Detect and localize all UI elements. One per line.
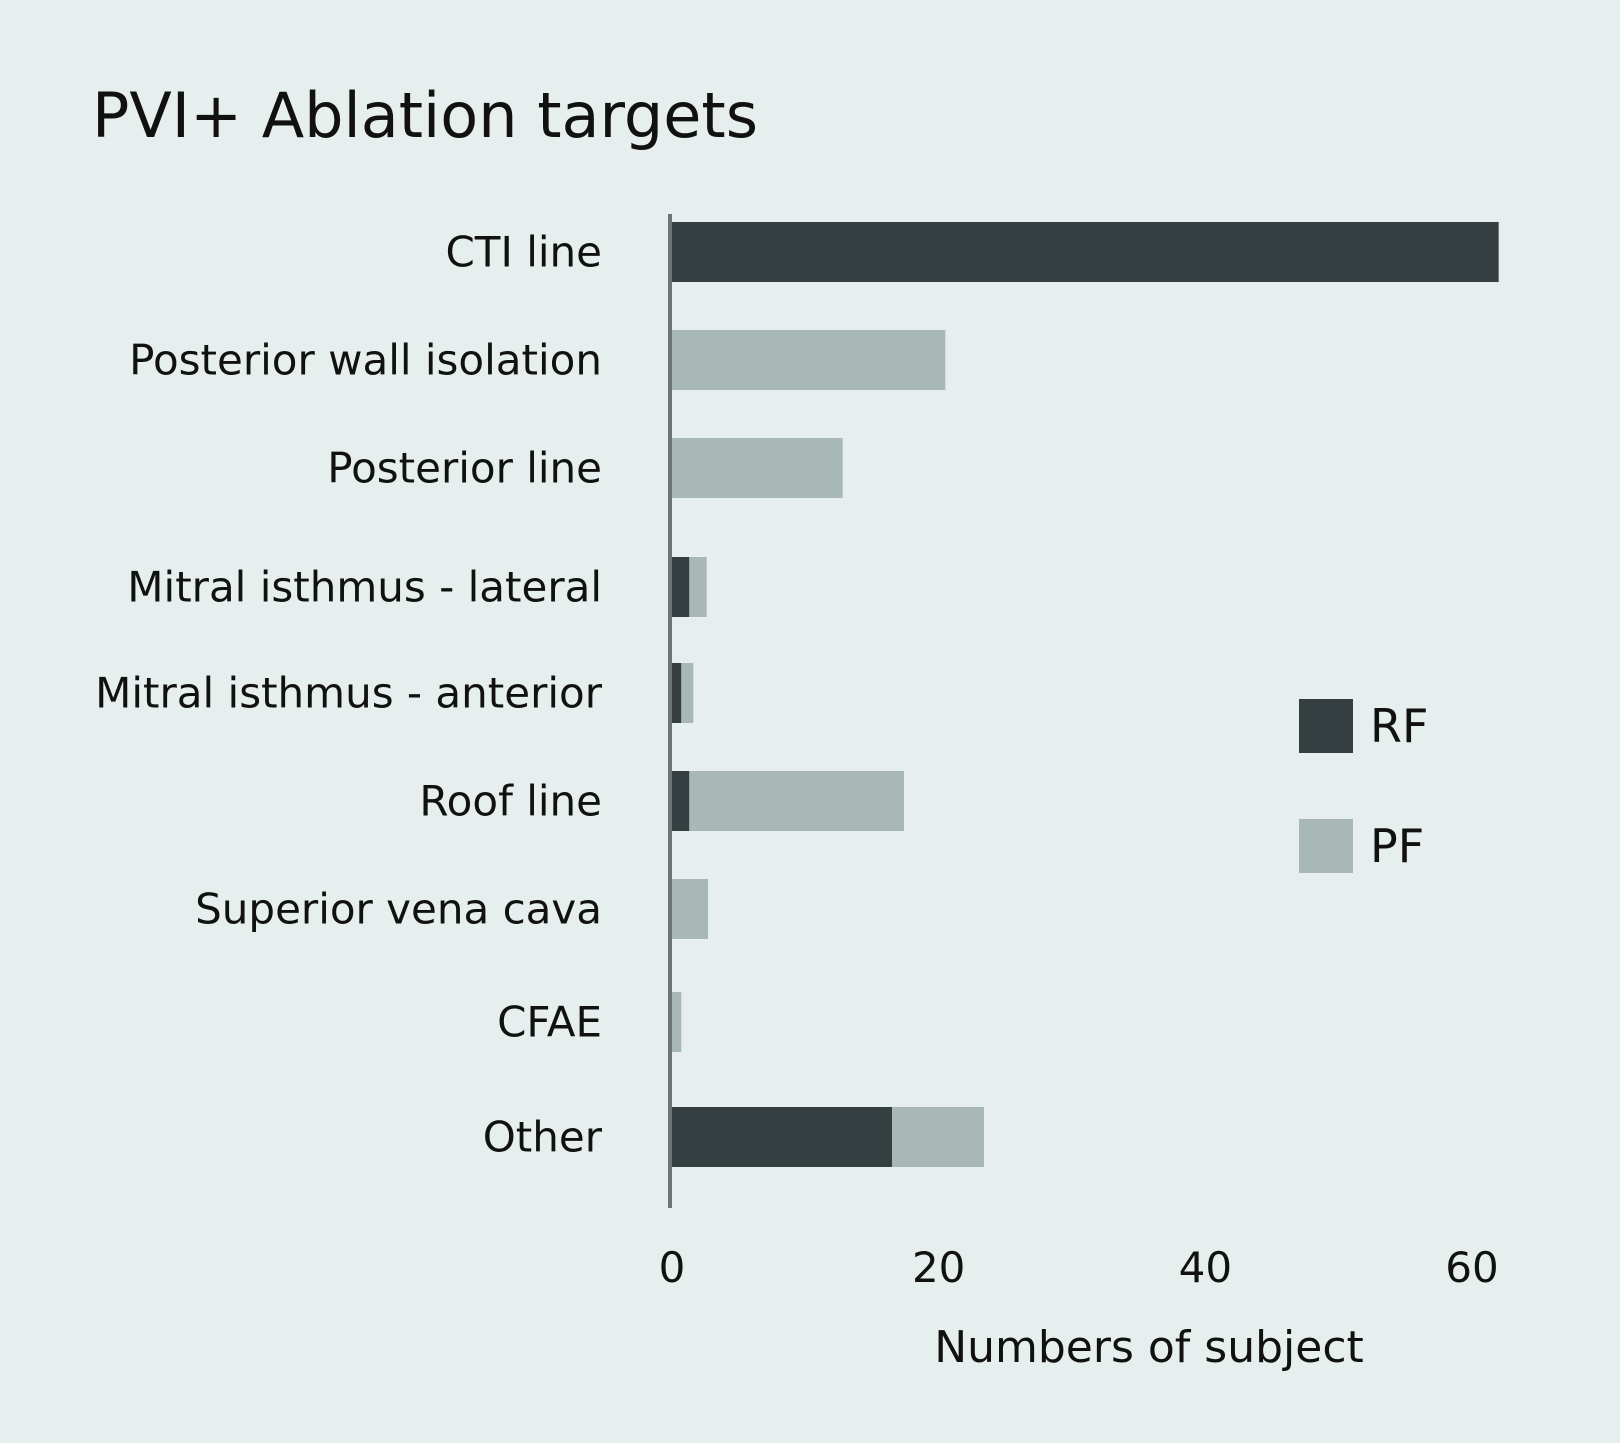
category-labels: CTI line Posterior wall isolation Posterio… xyxy=(95,228,603,1162)
category-label-cfae: CFAE xyxy=(497,998,602,1047)
bar-pf-mitral-isthmus-anterior xyxy=(681,663,694,723)
bar-pf-other xyxy=(892,1107,984,1167)
bars-group xyxy=(672,222,1499,1167)
legend-swatch-pf xyxy=(1299,819,1353,873)
x-tick-label-60: 60 xyxy=(1445,1243,1498,1292)
category-label-roof-line: Roof line xyxy=(419,777,602,826)
chart-title: PVI+ Ablation targets xyxy=(92,79,758,152)
category-label-other: Other xyxy=(483,1113,603,1162)
x-tick-labels: 0 20 40 60 xyxy=(659,1243,1499,1292)
x-axis-title: Numbers of subject xyxy=(934,1322,1364,1373)
category-label-posterior-line: Posterior line xyxy=(327,444,602,493)
x-tick-label-0: 0 xyxy=(659,1243,686,1292)
bar-rf-mitral-isthmus-anterior xyxy=(672,663,682,723)
legend-label-rf: RF xyxy=(1370,699,1428,753)
bar-pf-roof-line xyxy=(689,771,904,831)
legend-swatch-rf xyxy=(1299,699,1353,753)
bar-rf-other xyxy=(672,1107,892,1167)
bar-rf-roof-line xyxy=(672,771,690,831)
bar-rf-cti-line xyxy=(672,222,1499,282)
bar-pf-mitral-isthmus-lateral xyxy=(689,557,707,617)
category-label-mitral-isthmus-lateral: Mitral isthmus - lateral xyxy=(127,563,602,612)
bar-pf-posterior-line xyxy=(672,438,843,498)
legend-label-pf: PF xyxy=(1370,819,1424,873)
x-tick-label-20: 20 xyxy=(912,1243,965,1292)
bar-pf-posterior-wall-isolation xyxy=(672,330,946,390)
legend: RF PF xyxy=(1299,699,1428,873)
category-label-posterior-wall-isolation: Posterior wall isolation xyxy=(129,336,602,385)
bar-pf-superior-vena-cava xyxy=(672,879,708,939)
category-label-mitral-isthmus-anterior: Mitral isthmus - anterior xyxy=(95,669,603,718)
x-tick-label-40: 40 xyxy=(1179,1243,1232,1292)
category-label-cti-line: CTI line xyxy=(445,228,602,277)
bar-rf-mitral-isthmus-lateral xyxy=(672,557,690,617)
bar-pf-cfae xyxy=(672,992,682,1052)
category-label-superior-vena-cava: Superior vena cava xyxy=(195,885,602,934)
